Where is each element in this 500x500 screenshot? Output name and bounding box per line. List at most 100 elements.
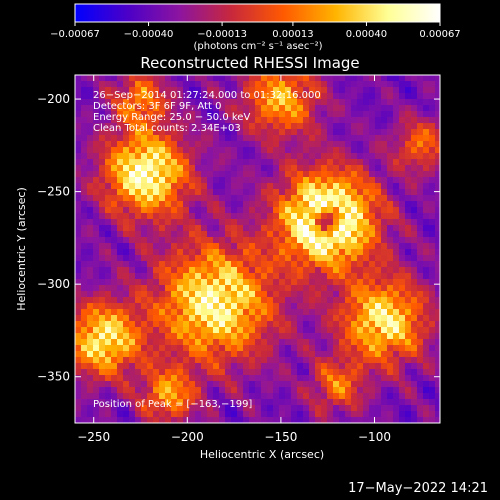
heatmap-cell <box>273 327 279 333</box>
heatmap-cell <box>333 237 339 243</box>
heatmap-cell <box>171 315 177 321</box>
heatmap-cell <box>363 81 369 87</box>
heatmap-cell <box>309 225 315 231</box>
heatmap-cell <box>129 279 135 285</box>
heatmap-cell <box>261 267 267 273</box>
heatmap-cell <box>75 81 81 87</box>
heatmap-cell <box>243 213 249 219</box>
heatmap-cell <box>297 261 303 267</box>
heatmap-cell <box>87 135 93 141</box>
heatmap-cell <box>183 111 189 117</box>
heatmap-cell <box>417 201 423 207</box>
heatmap-cell <box>285 201 291 207</box>
heatmap-cell <box>111 375 117 381</box>
heatmap-cell <box>147 129 153 135</box>
heatmap-cell <box>123 231 129 237</box>
heatmap-cell <box>363 411 369 417</box>
heatmap-cell <box>117 105 123 111</box>
heatmap-cell <box>297 267 303 273</box>
heatmap-cell <box>285 417 291 423</box>
heatmap-cell <box>87 363 93 369</box>
heatmap-cell <box>255 321 261 327</box>
heatmap-cell <box>177 327 183 333</box>
heatmap-cell <box>225 165 231 171</box>
heatmap-cell <box>153 141 159 147</box>
heatmap-cell <box>171 243 177 249</box>
heatmap-cell <box>273 387 279 393</box>
heatmap-cell <box>279 75 285 81</box>
heatmap-cell <box>315 183 321 189</box>
heatmap-cell <box>351 153 357 159</box>
heatmap-cell <box>189 225 195 231</box>
heatmap-cell <box>177 249 183 255</box>
heatmap-cell <box>135 117 141 123</box>
heatmap-cell <box>141 129 147 135</box>
heatmap-cell <box>219 273 225 279</box>
heatmap-cell <box>363 189 369 195</box>
heatmap-cell <box>159 99 165 105</box>
heatmap-cell <box>345 339 351 345</box>
heatmap-cell <box>297 189 303 195</box>
heatmap-cell <box>171 177 177 183</box>
heatmap-cell <box>291 405 297 411</box>
heatmap-cell <box>177 345 183 351</box>
x-tick-label: −100 <box>358 430 391 444</box>
heatmap-cell <box>237 147 243 153</box>
heatmap-cell <box>273 219 279 225</box>
heatmap-cell <box>435 417 440 423</box>
heatmap-cell <box>399 345 405 351</box>
heatmap-cell <box>273 273 279 279</box>
heatmap-cell <box>315 267 321 273</box>
heatmap-cell <box>213 291 219 297</box>
heatmap-cell <box>351 159 357 165</box>
heatmap-cell <box>435 75 440 81</box>
heatmap-cell <box>105 357 111 363</box>
heatmap-cell <box>81 159 87 165</box>
heatmap-cell <box>267 393 273 399</box>
heatmap-cell <box>99 309 105 315</box>
heatmap-cell <box>429 75 435 81</box>
heatmap-cell <box>429 315 435 321</box>
heatmap-cell <box>231 183 237 189</box>
heatmap-cell <box>123 123 129 129</box>
heatmap-cell <box>117 123 123 129</box>
heatmap-cell <box>375 135 381 141</box>
heatmap-cell <box>123 213 129 219</box>
heatmap-cell <box>345 135 351 141</box>
heatmap-cell <box>267 381 273 387</box>
heatmap-cell <box>201 123 207 129</box>
heatmap-cell <box>423 333 429 339</box>
heatmap-cell <box>159 369 165 375</box>
heatmap-cell <box>327 267 333 273</box>
heatmap-cell <box>303 81 309 87</box>
heatmap-cell <box>435 369 440 375</box>
heatmap-cell <box>219 405 225 411</box>
heatmap-cell <box>285 189 291 195</box>
heatmap-cell <box>279 327 285 333</box>
heatmap-cell <box>99 357 105 363</box>
heatmap-cell <box>423 75 429 81</box>
heatmap-cell <box>219 207 225 213</box>
heatmap-cell <box>321 225 327 231</box>
heatmap-cell <box>201 321 207 327</box>
heatmap-cell <box>243 345 249 351</box>
heatmap-cell <box>99 93 105 99</box>
heatmap-cell <box>429 207 435 213</box>
heatmap-cell <box>255 255 261 261</box>
heatmap-cell <box>123 99 129 105</box>
heatmap-cell <box>195 405 201 411</box>
heatmap-cell <box>129 381 135 387</box>
heatmap-cell <box>435 183 440 189</box>
heatmap-cell <box>255 129 261 135</box>
heatmap-cell <box>87 375 93 381</box>
heatmap-cell <box>369 261 375 267</box>
heatmap-cell <box>201 381 207 387</box>
heatmap-cell <box>213 189 219 195</box>
heatmap-cell <box>219 75 225 81</box>
heatmap-cell <box>243 159 249 165</box>
heatmap-cell <box>339 345 345 351</box>
heatmap-cell <box>165 345 171 351</box>
heatmap-cell <box>105 333 111 339</box>
heatmap-cell <box>195 135 201 141</box>
heatmap-cell <box>183 303 189 309</box>
